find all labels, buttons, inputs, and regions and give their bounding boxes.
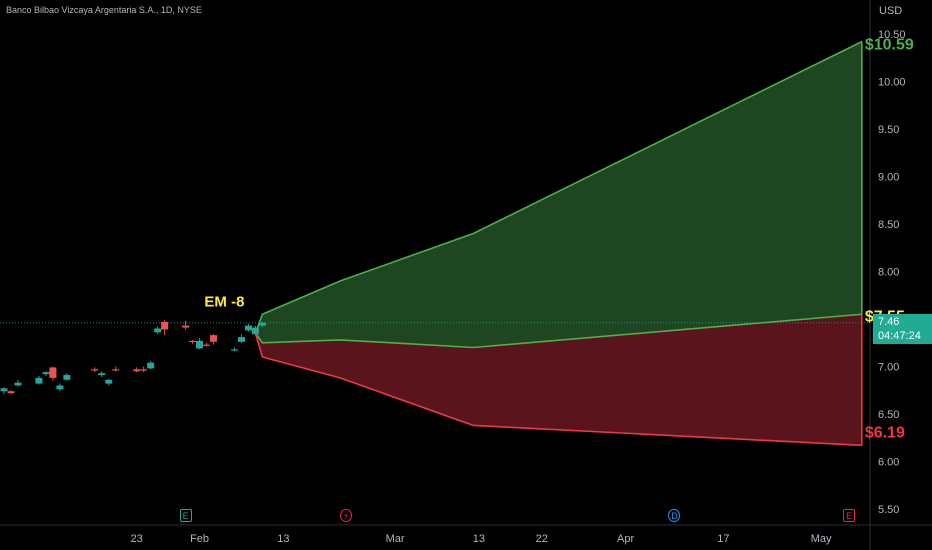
candle-body [133, 369, 141, 372]
candle-body [105, 379, 113, 384]
candle-body [237, 337, 245, 342]
candle-body [7, 391, 15, 394]
x-tick-label: 13 [277, 533, 289, 545]
candle-body [189, 340, 197, 343]
candle-body [147, 362, 155, 369]
x-tick-label: 13 [473, 533, 485, 545]
y-tick-label: 6.50 [878, 409, 899, 421]
em-label: EM -8 [204, 293, 244, 310]
instrument-title: Banco Bilbao Vizcaya Argentaria S.A., 1D… [6, 5, 202, 15]
candle-body [251, 327, 259, 335]
x-tick-label: Feb [190, 533, 209, 545]
lower-target-label: $6.19 [865, 424, 905, 441]
x-tick-label: May [811, 533, 832, 545]
candle-body [63, 375, 71, 380]
candle-body [210, 335, 218, 342]
earnings-icon[interactable]: E [179, 509, 192, 522]
candle-body [91, 369, 99, 371]
candle-body [112, 369, 120, 371]
x-tick-label: Apr [617, 533, 634, 545]
candle-body [14, 382, 22, 386]
y-tick-label: 10.00 [878, 77, 906, 89]
candle-body [244, 325, 252, 331]
candle-body [98, 373, 106, 376]
y-tick-label: 9.00 [878, 172, 899, 184]
candle-body [203, 344, 211, 346]
x-tick-label: Mar [386, 533, 405, 545]
candle-body [196, 340, 204, 349]
candle-body [42, 372, 50, 375]
mid-band-line [254, 313, 862, 349]
candle-body [230, 349, 238, 351]
candle-body [140, 369, 148, 371]
y-tick-label: 8.00 [878, 267, 899, 279]
y-tick-label: 10.50 [878, 29, 906, 41]
earnings-icon[interactable]: E [843, 509, 856, 522]
dividend-icon[interactable]: D [668, 509, 681, 522]
last-price-value: 7.46 [878, 316, 900, 328]
candle-body [154, 328, 162, 333]
y-tick-label: 8.50 [878, 219, 899, 231]
upper-target-label: $10.59 [865, 37, 914, 54]
candle-body [258, 322, 266, 326]
candle-body [49, 367, 57, 378]
candle-body [182, 325, 190, 328]
candle-body [35, 377, 43, 384]
last-price-badge: 7.46 04:47:24 [873, 314, 932, 344]
x-tick-label: 23 [131, 533, 143, 545]
y-tick-label: 7.00 [878, 362, 899, 374]
upper-band-area [255, 41, 862, 348]
currency-label[interactable]: USD [879, 5, 903, 17]
upper-band-top-line [254, 40, 863, 334]
bar-countdown: 04:47:24 [878, 330, 921, 342]
y-tick-label: 9.50 [878, 124, 899, 136]
x-tick-label: 22 [536, 533, 548, 545]
y-tick-label: 6.00 [878, 457, 899, 469]
candle-body [56, 385, 64, 390]
split-icon[interactable]: ⚡ [340, 509, 353, 522]
lower-band-area [255, 314, 862, 446]
lower-band-bottom-line [254, 333, 862, 447]
candle-body [0, 388, 8, 392]
x-tick-label: 17 [717, 533, 729, 545]
y-tick-label: 5.50 [878, 504, 899, 516]
candle-body [161, 321, 169, 330]
